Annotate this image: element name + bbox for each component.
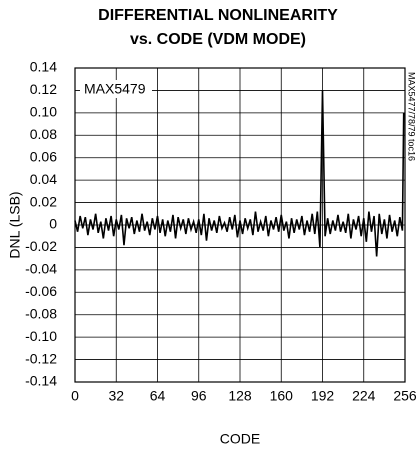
annotation-box [80, 80, 152, 98]
y-tick-label: 0.14 [30, 59, 57, 75]
x-axis-title: CODE [220, 431, 260, 447]
y-tick-label: 0.04 [30, 171, 57, 187]
x-tick-label: 64 [150, 388, 166, 404]
x-tick-label: 224 [352, 388, 376, 404]
y-tick-label: 0.10 [30, 104, 57, 120]
x-tick-label: 160 [270, 388, 294, 404]
y-tick-label: -0.14 [25, 373, 57, 389]
y-axis-title: DNL (LSB) [7, 191, 23, 258]
y-tick-label: -0.08 [25, 305, 57, 321]
side-note: MAX5477/78/79 toc16 [407, 72, 417, 161]
chart-title: DIFFERENTIAL NONLINEARITY [98, 7, 338, 24]
x-tick-label: 192 [311, 388, 335, 404]
annotation: MAX5479 [84, 81, 146, 97]
x-tick-label: 256 [393, 388, 417, 404]
y-tick-label: 0.02 [30, 193, 57, 209]
y-tick-label: -0.10 [25, 328, 57, 344]
x-tick-label: 32 [108, 388, 124, 404]
x-tick-label: 0 [71, 388, 79, 404]
y-tick-label: -0.06 [25, 283, 57, 299]
data-line [74, 90, 405, 257]
plot-frame [74, 67, 406, 383]
y-tick-label: 0.08 [30, 126, 57, 142]
chart-title: vs. CODE (VDM MODE) [130, 31, 306, 48]
y-tick-label: -0.02 [25, 238, 57, 254]
y-tick-label: -0.12 [25, 350, 57, 366]
y-tick-label: -0.04 [25, 261, 57, 277]
y-tick-label: 0 [49, 216, 57, 232]
y-tick-label: 0.12 [30, 81, 57, 97]
x-tick-label: 96 [191, 388, 207, 404]
y-tick-label: 0.06 [30, 148, 57, 164]
x-tick-label: 128 [228, 388, 252, 404]
